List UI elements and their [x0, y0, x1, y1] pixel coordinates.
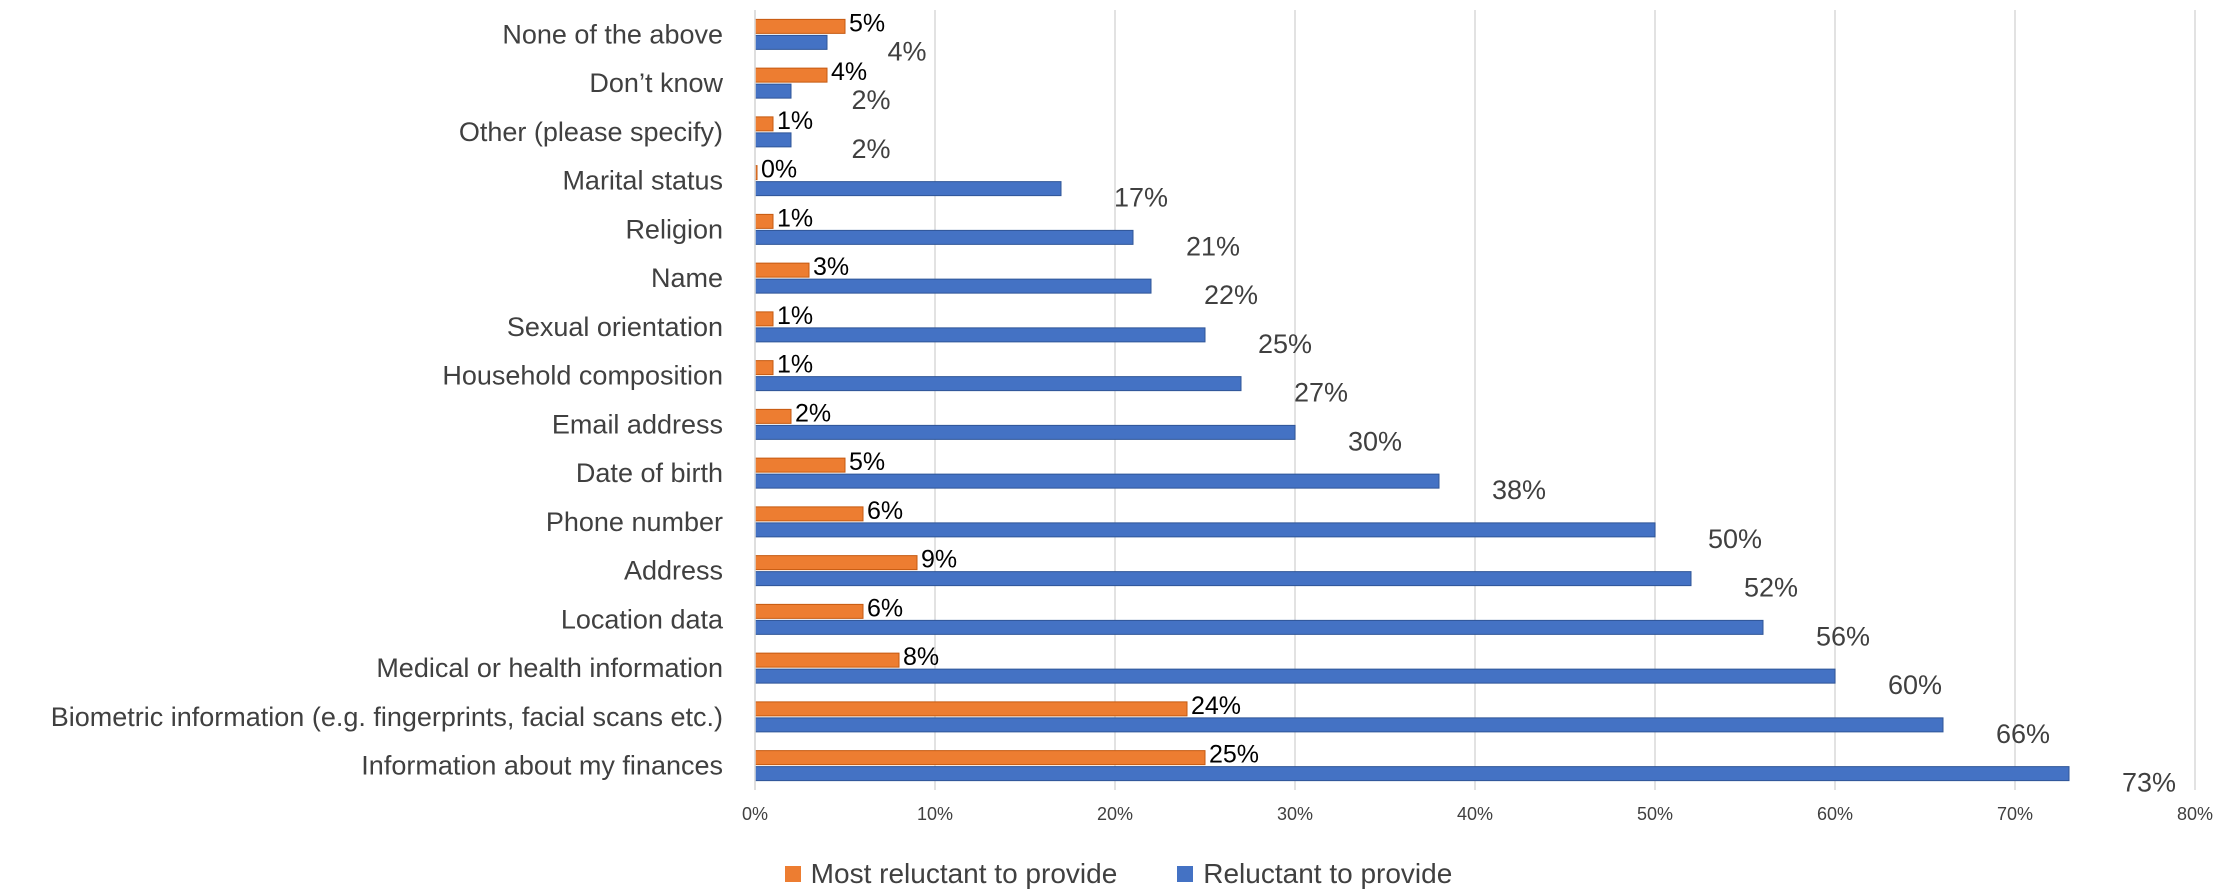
data-label-most-reluctant: 1% [777, 351, 813, 379]
data-label-reluctant: 25% [1258, 329, 1312, 359]
x-tick-label: 30% [1277, 804, 1313, 824]
bar-most-reluctant [754, 408, 792, 424]
bar-most-reluctant [754, 311, 774, 327]
data-label-most-reluctant: 1% [777, 204, 813, 232]
bar-reluctant [754, 766, 2070, 782]
x-tick-label: 80% [2177, 804, 2213, 824]
data-label-most-reluctant: 6% [867, 594, 903, 622]
x-tick-label: 70% [1997, 804, 2033, 824]
category-label: Date of birth [576, 458, 723, 488]
legend: Most reluctant to provide Reluctant to p… [0, 858, 2237, 890]
bar-most-reluctant [754, 652, 900, 668]
data-label-reluctant: 66% [1996, 719, 2050, 749]
bar-most-reluctant [754, 750, 1206, 766]
category-label: Email address [552, 409, 723, 439]
data-label-reluctant: 22% [1204, 280, 1258, 310]
legend-item-reluctant: Reluctant to provide [1177, 858, 1452, 890]
data-label-most-reluctant: 4% [831, 58, 867, 86]
bar-reluctant [754, 717, 1944, 733]
data-label-most-reluctant: 24% [1191, 692, 1241, 720]
data-label-reluctant: 21% [1186, 231, 1240, 261]
data-label-reluctant: 4% [887, 36, 926, 66]
bar-reluctant [754, 473, 1440, 489]
x-tick-label: 10% [917, 804, 953, 824]
bar-reluctant [754, 34, 828, 50]
category-label: Location data [561, 604, 724, 634]
x-tick-label: 0% [742, 804, 768, 824]
bar-reluctant [754, 376, 1242, 392]
bar-reluctant [754, 424, 1296, 440]
category-label: Name [651, 263, 723, 293]
bar-reluctant [754, 278, 1152, 294]
legend-swatch-most-reluctant [784, 866, 801, 882]
bar-reluctant [754, 132, 792, 148]
data-label-most-reluctant: 6% [867, 497, 903, 525]
bar-most-reluctant [754, 457, 846, 473]
category-label: Sexual orientation [507, 312, 723, 342]
data-label-reluctant: 56% [1816, 621, 1870, 651]
data-label-most-reluctant: 5% [849, 448, 885, 476]
data-label-most-reluctant: 9% [921, 546, 957, 574]
bar-most-reluctant [754, 603, 864, 619]
data-label-reluctant: 2% [851, 134, 890, 164]
bar-reluctant [754, 619, 1764, 635]
data-label-reluctant: 30% [1348, 426, 1402, 456]
bar-most-reluctant [754, 701, 1188, 717]
data-label-reluctant: 50% [1708, 524, 1762, 554]
data-label-reluctant: 52% [1744, 573, 1798, 603]
data-label-most-reluctant: 3% [813, 253, 849, 281]
data-label-reluctant: 38% [1492, 475, 1546, 505]
data-label-reluctant: 17% [1114, 183, 1168, 213]
bar-most-reluctant [754, 67, 828, 83]
category-label: Medical or health information [376, 653, 723, 683]
data-label-most-reluctant: 5% [849, 9, 885, 37]
bar-most-reluctant [754, 555, 918, 571]
legend-swatch-reluctant [1177, 866, 1194, 882]
data-label-reluctant: 73% [2122, 768, 2176, 798]
category-label: Other (please specify) [459, 117, 723, 147]
data-label-reluctant: 2% [851, 85, 890, 115]
bar-reluctant [754, 83, 792, 99]
bar-most-reluctant [754, 360, 774, 376]
category-label: Information about my finances [361, 751, 723, 781]
legend-label-reluctant: Reluctant to provide [1203, 858, 1453, 889]
x-tick-label: 20% [1097, 804, 1133, 824]
bar-most-reluctant [754, 506, 864, 522]
bar-reluctant [754, 571, 1692, 587]
category-label: Marital status [562, 166, 723, 196]
bar-chart: 0% 10% 20% 30% 40% 50% 60% 70% 80% None of the ab… [51, 9, 2213, 824]
category-label: Address [624, 556, 723, 586]
bar-most-reluctant [754, 18, 846, 34]
x-tick-label: 50% [1637, 804, 1673, 824]
data-label-reluctant: 60% [1888, 670, 1942, 700]
x-tick-label: 60% [1817, 804, 1853, 824]
bar-most-reluctant [754, 116, 774, 132]
data-label-reluctant: 27% [1294, 378, 1348, 408]
bar-reluctant [754, 522, 1656, 538]
legend-item-most-reluctant: Most reluctant to provide [784, 858, 1118, 890]
data-label-most-reluctant: 1% [777, 302, 813, 330]
category-label: Phone number [546, 507, 723, 537]
bar-reluctant [754, 229, 1134, 245]
bar-reluctant [754, 181, 1062, 197]
category-label: Religion [625, 214, 723, 244]
category-label: None of the above [502, 19, 723, 49]
bar-most-reluctant [754, 262, 810, 278]
category-label: Household composition [442, 361, 723, 391]
data-label-most-reluctant: 25% [1209, 741, 1259, 769]
legend-label-most-reluctant: Most reluctant to provide [810, 858, 1118, 889]
bar-most-reluctant [754, 213, 774, 229]
data-label-most-reluctant: 0% [761, 156, 797, 184]
data-label-most-reluctant: 1% [777, 107, 813, 135]
category-label: Biometric information (e.g. fingerprints… [51, 702, 723, 732]
category-label: Don’t know [589, 68, 723, 98]
bar-reluctant [754, 668, 1836, 684]
x-tick-label: 40% [1457, 804, 1493, 824]
data-label-most-reluctant: 8% [903, 643, 939, 671]
bar-reluctant [754, 327, 1206, 343]
data-label-most-reluctant: 2% [795, 399, 831, 427]
